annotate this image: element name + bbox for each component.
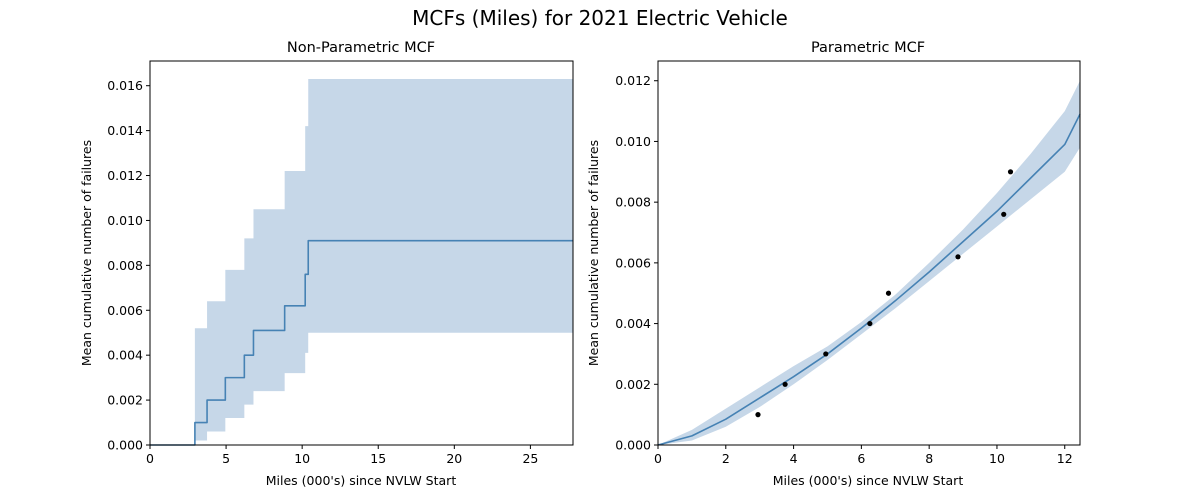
x-axis-label: Miles (000's) since NVLW Start [773, 473, 964, 488]
x-tick-label: 8 [925, 451, 933, 466]
y-tick-label: 0.000 [615, 438, 651, 453]
confidence-band-layer [658, 80, 1080, 445]
data-point [755, 412, 761, 418]
x-tick-label: 5 [222, 451, 230, 466]
x-tick-label: 4 [790, 451, 798, 466]
y-tick-label: 0.004 [107, 348, 143, 363]
y-tick-label: 0.010 [615, 134, 651, 149]
x-tick-label: 10 [989, 451, 1005, 466]
y-tick-label: 0.006 [615, 255, 651, 270]
figure-suptitle: MCFs (Miles) for 2021 Electric Vehicle [412, 6, 788, 30]
axes-non-parametric-mcf: Non-Parametric MCF 0 5 10 15 20 25 0.000 0.002… [79, 40, 574, 488]
y-tick-label: 0.008 [615, 195, 651, 210]
y-tick-label: 0.008 [107, 258, 143, 273]
x-tick-label: 0 [146, 451, 154, 466]
x-tick-layer: 0 5 10 15 20 25 [146, 445, 538, 466]
x-tick-label: 0 [654, 451, 662, 466]
data-point [1001, 211, 1007, 217]
series-line-layer [150, 239, 573, 446]
y-tick-label: 0.012 [107, 168, 143, 183]
data-point [867, 320, 873, 327]
axes-frame [657, 60, 1081, 446]
x-tick-label: 6 [857, 451, 865, 466]
confidence-band [658, 80, 1080, 445]
x-tick-label: 15 [370, 451, 386, 466]
x-tick-label: 20 [446, 451, 462, 466]
x-tick-label: 10 [294, 451, 310, 466]
data-point [885, 290, 892, 296]
mcf-step-line [150, 239, 573, 446]
y-axis-label: Mean cumulative number of failures [79, 140, 94, 366]
y-tick-label: 0.010 [107, 213, 143, 228]
y-tick-label: 0.014 [107, 123, 143, 138]
y-tick-label: 0.016 [107, 78, 143, 93]
x-tick-label: 12 [1057, 451, 1073, 466]
y-tick-label: 0.002 [615, 377, 651, 392]
y-tick-label: 0.012 [615, 73, 651, 88]
y-axis-label: Mean cumulative number of failures [586, 140, 601, 366]
y-tick-layer: 0.000 0.002 0.004 0.006 0.008 0.010 0.012 0.014… [107, 78, 150, 453]
axes-frame [149, 60, 574, 446]
axes-title: Non-Parametric MCF [287, 40, 435, 56]
data-point [1007, 169, 1014, 175]
axes-title: Parametric MCF [811, 40, 925, 56]
y-tick-label: 0.006 [107, 303, 143, 318]
confidence-band-layer [150, 78, 573, 446]
scatter-point-layer [755, 169, 1014, 418]
y-tick-layer: 0.000 0.002 0.004 0.006 0.008 0.010 0.012 [615, 73, 658, 453]
y-tick-label: 0.000 [107, 438, 143, 453]
data-point [782, 381, 788, 387]
data-point [823, 351, 829, 357]
data-point [955, 254, 961, 260]
confidence-band [150, 78, 573, 446]
x-axis-label: Miles (000's) since NVLW Start [266, 473, 457, 488]
y-tick-label: 0.002 [107, 393, 143, 408]
x-tick-label: 2 [722, 451, 730, 466]
fitted-mcf-curve [657, 113, 1081, 446]
series-line-layer [657, 113, 1081, 446]
x-tick-layer: 0 2 4 6 8 10 12 [654, 445, 1073, 466]
y-tick-label: 0.004 [615, 316, 651, 331]
x-tick-label: 25 [522, 451, 538, 466]
axes-parametric-mcf: Parametric MCF 0 2 4 6 8 10 12 0.000 0.002 0.004… [586, 40, 1081, 488]
